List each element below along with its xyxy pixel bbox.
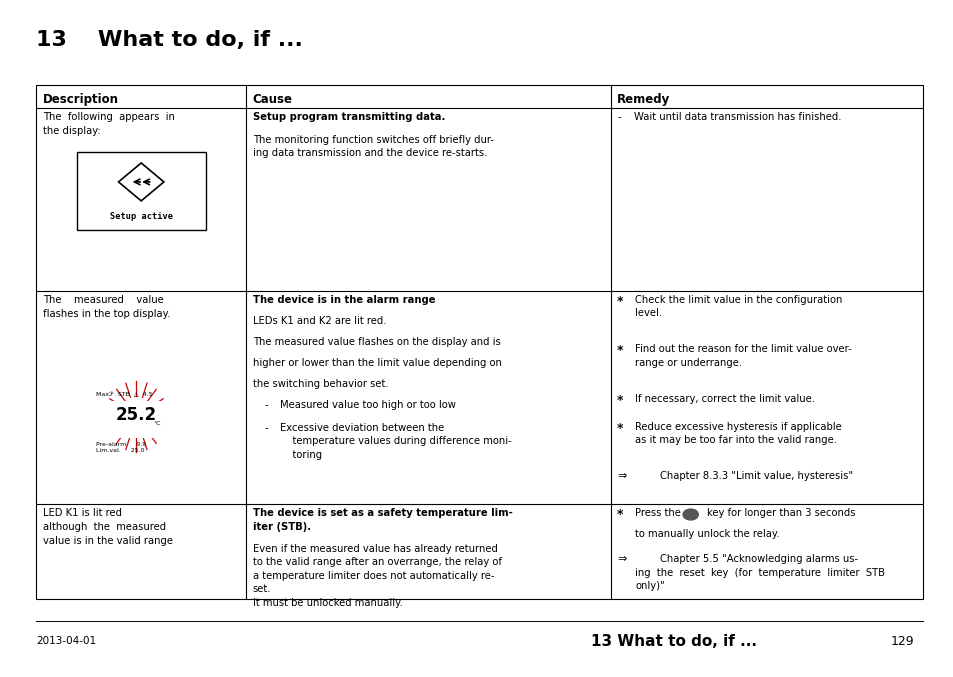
Text: Excessive deviation between the
    temperature values during difference moni-
 : Excessive deviation between the temperat…	[279, 423, 511, 460]
Text: -: -	[264, 400, 268, 410]
Text: *: *	[617, 295, 623, 308]
Text: Cause: Cause	[253, 93, 293, 106]
Text: the switching behavior set.: the switching behavior set.	[253, 379, 388, 389]
Bar	[93, 401, 177, 438]
Text: The device is set as a safety temperature lim-
iter (STB).: The device is set as a safety temperatur…	[253, 508, 512, 531]
Text: The measured value flashes on the display and is: The measured value flashes on the displa…	[253, 337, 500, 347]
Text: Remedy: Remedy	[617, 93, 670, 106]
Text: ⇒: ⇒	[617, 471, 626, 481]
Bar	[76, 152, 206, 230]
Text: Press the: Press the	[635, 508, 683, 519]
Text: higher or lower than the limit value depending on: higher or lower than the limit value dep…	[253, 358, 501, 368]
Text: *: *	[617, 345, 623, 357]
Text: *: *	[617, 422, 623, 435]
Text: Setup active: Setup active	[110, 213, 172, 221]
Text: -: -	[264, 423, 268, 433]
Text: The device is in the alarm range: The device is in the alarm range	[253, 295, 435, 305]
Text: 13    What to do, if ...: 13 What to do, if ...	[36, 30, 303, 51]
Text: *: *	[617, 508, 623, 521]
Text: LED K1 is lit red
although  the  measured
value is in the valid range: LED K1 is lit red although the measured …	[43, 508, 172, 546]
Text: ⇒: ⇒	[617, 554, 626, 565]
Text: to manually unlock the relay.: to manually unlock the relay.	[635, 529, 780, 540]
Text: 129: 129	[889, 634, 913, 648]
Text: The    measured    value
flashes in the top display.: The measured value flashes in the top di…	[43, 295, 171, 319]
Text: LEDs K1 and K2 are lit red.: LEDs K1 and K2 are lit red.	[253, 316, 386, 326]
Text: °C: °C	[153, 420, 161, 426]
Text: 13 What to do, if ...: 13 What to do, if ...	[591, 634, 757, 649]
Text: Even if the measured value has already returned
to the valid range after an over: Even if the measured value has already r…	[253, 544, 501, 608]
Circle shape	[682, 509, 698, 520]
Text: 25.2: 25.2	[115, 406, 157, 424]
Text: key for longer than 3 seconds: key for longer than 3 seconds	[706, 508, 855, 519]
Text: Setup program transmitting data.: Setup program transmitting data.	[253, 112, 445, 123]
Text: Find out the reason for the limit value over-
range or underrange.: Find out the reason for the limit value …	[635, 345, 851, 368]
Text: If necessary, correct the limit value.: If necessary, correct the limit value.	[635, 394, 815, 403]
Text: The  following  appears  in
the display:: The following appears in the display:	[43, 112, 174, 136]
Bar	[36, 85, 923, 599]
Text: The monitoring function switches off briefly dur-
ing data transmission and the : The monitoring function switches off bri…	[253, 135, 494, 158]
Text: Chapter 8.3.3 "Limit value, hysteresis": Chapter 8.3.3 "Limit value, hysteresis"	[635, 471, 853, 481]
Text: Chapter 5.5 "Acknowledging alarms us-
ing  the  reset  key  (for  temperature  l: Chapter 5.5 "Acknowledging alarms us- in…	[635, 554, 884, 591]
Text: Wait until data transmission has finished.: Wait until data transmission has finishe…	[634, 112, 841, 123]
Text: 2013-04-01: 2013-04-01	[36, 636, 96, 646]
Text: *: *	[617, 394, 623, 407]
Text: Description: Description	[43, 93, 119, 106]
Text: -: -	[617, 112, 620, 123]
Text: Measured value too high or too low: Measured value too high or too low	[279, 400, 455, 410]
Text: Reduce excessive hysteresis if applicable
as it may be too far into the valid ra: Reduce excessive hysteresis if applicabl…	[635, 422, 841, 445]
Text: Maxℱ  STB  △  4.5: Maxℱ STB △ 4.5	[96, 392, 152, 397]
Text: Pre-alarm     9.9
Lim.val.     25.0: Pre-alarm 9.9 Lim.val. 25.0	[96, 442, 147, 454]
Text: Check the limit value in the configuration
level.: Check the limit value in the configurati…	[635, 295, 841, 318]
